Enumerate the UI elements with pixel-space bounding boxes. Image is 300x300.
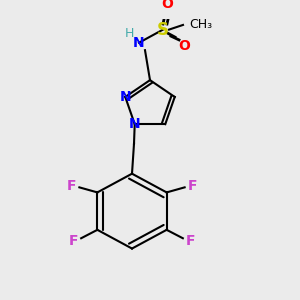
Text: F: F	[185, 234, 195, 248]
Text: S: S	[157, 21, 169, 39]
Text: N: N	[129, 117, 140, 131]
Text: H: H	[124, 27, 134, 40]
Text: O: O	[161, 0, 173, 11]
Text: N: N	[119, 90, 131, 104]
Text: CH₃: CH₃	[189, 18, 213, 32]
Text: N: N	[133, 36, 145, 50]
Text: O: O	[178, 38, 190, 52]
Text: F: F	[69, 234, 79, 248]
Text: F: F	[67, 179, 76, 193]
Text: F: F	[188, 179, 197, 193]
